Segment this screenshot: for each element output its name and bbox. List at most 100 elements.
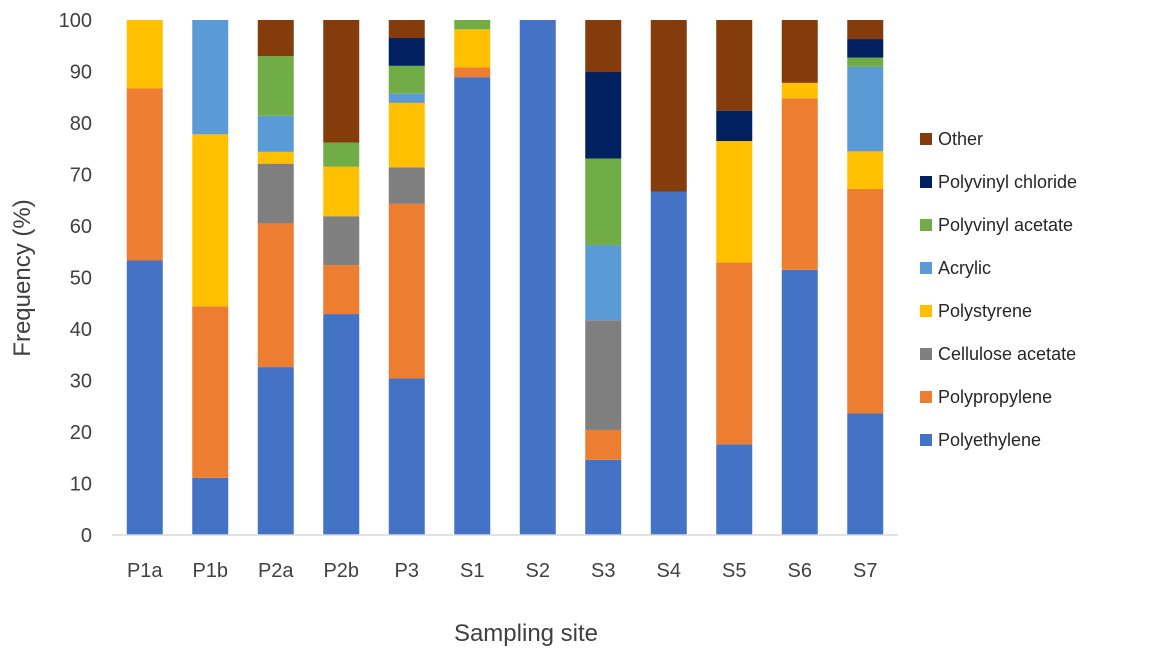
x-tick-label: P2a xyxy=(258,560,294,582)
bar-segment xyxy=(781,98,818,270)
legend-swatch xyxy=(920,305,932,317)
bar-segment xyxy=(192,306,229,478)
bar-segment xyxy=(716,20,753,111)
y-tick-label: 100 xyxy=(59,10,92,32)
x-tick-label: S1 xyxy=(460,560,484,582)
x-tick-label: P1b xyxy=(192,560,228,582)
bar-segment xyxy=(585,20,622,73)
bar-segment xyxy=(454,29,491,68)
bar-segment xyxy=(454,67,491,78)
bar-segment xyxy=(257,367,294,535)
x-tick-label: S2 xyxy=(526,560,550,582)
bar-segment xyxy=(585,72,622,159)
legend-swatch xyxy=(920,348,932,360)
legend-label: Polystyrene xyxy=(938,301,1032,321)
bar-segment xyxy=(716,262,753,445)
bar-segment xyxy=(323,216,360,266)
bar-segment xyxy=(585,158,622,246)
y-tick-label: 80 xyxy=(70,113,92,135)
legend-swatch xyxy=(920,219,932,231)
bar-segment xyxy=(257,115,294,152)
bar-segment xyxy=(847,151,884,189)
bar-segment xyxy=(585,429,622,460)
x-tick-label: S5 xyxy=(722,560,746,582)
bar-segment xyxy=(388,65,425,94)
legend: Other Polyvinyl chloride Polyvinyl acetate… xyxy=(920,129,1077,450)
bar-segment xyxy=(716,141,753,263)
bar-segment xyxy=(126,88,163,261)
y-axis-tick-labels: 0 10 20 30 40 50 60 70 80 90 100 xyxy=(59,10,92,547)
bar-segment xyxy=(454,20,491,30)
legend-swatch xyxy=(920,391,932,403)
bar-segment xyxy=(388,102,425,168)
bar-segment xyxy=(257,223,294,368)
bar-segment xyxy=(847,413,884,535)
bar-segment xyxy=(847,188,884,414)
bar-segment xyxy=(388,38,425,66)
legend-label: Polyvinyl chloride xyxy=(938,172,1077,192)
y-tick-label: 40 xyxy=(70,319,92,341)
bar-segment xyxy=(781,20,818,83)
bar-segment xyxy=(388,20,425,39)
bar-segment xyxy=(126,20,163,89)
legend-label: Polypropylene xyxy=(938,387,1052,407)
y-axis-title: Frequency (%) xyxy=(9,199,36,356)
bar-segment xyxy=(257,20,294,57)
bar-segment xyxy=(454,77,491,535)
legend-swatch xyxy=(920,434,932,446)
bar-segment xyxy=(781,269,818,535)
bar-segment xyxy=(257,56,294,116)
legend-label: Acrylic xyxy=(938,258,991,278)
bar-segment xyxy=(585,245,622,321)
y-tick-label: 20 xyxy=(70,422,92,444)
y-tick-label: 30 xyxy=(70,371,92,393)
bar-segment xyxy=(192,20,229,135)
bar-segment xyxy=(650,20,687,192)
bar-segment xyxy=(847,20,884,40)
bar-segment xyxy=(847,39,884,58)
bar-segment xyxy=(192,477,229,535)
x-tick-label: P2b xyxy=(323,560,359,582)
y-tick-label: 50 xyxy=(70,268,92,290)
y-tick-label: 90 xyxy=(70,62,92,84)
bar-segment xyxy=(388,93,425,103)
bar-segment xyxy=(323,142,360,167)
bar-segment xyxy=(519,20,556,535)
bar-segment xyxy=(323,314,360,535)
bar-segment xyxy=(388,167,425,204)
y-tick-label: 0 xyxy=(81,525,92,547)
legend-label: Other xyxy=(938,129,983,149)
bars xyxy=(126,20,884,535)
bar-segment xyxy=(257,163,294,224)
bar-segment xyxy=(847,57,884,67)
bar-segment xyxy=(192,134,229,307)
bar-segment xyxy=(388,203,425,379)
legend-swatch xyxy=(920,133,932,145)
bar-segment xyxy=(847,66,884,152)
legend-label: Polyethylene xyxy=(938,430,1041,450)
legend-label: Cellulose acetate xyxy=(938,344,1076,364)
x-axis-tick-labels: P1a P1b P2a P2b P3 S1 S2 S3 S4 S5 S6 S7 xyxy=(127,560,878,582)
y-tick-label: 70 xyxy=(70,165,92,187)
bar-segment xyxy=(716,110,753,142)
bar-segment xyxy=(650,191,687,535)
legend-swatch xyxy=(920,262,932,274)
bar-segment xyxy=(257,151,294,164)
bar-segment xyxy=(585,459,622,535)
x-tick-label: S7 xyxy=(853,560,877,582)
legend-swatch xyxy=(920,176,932,188)
x-tick-label: S4 xyxy=(657,560,681,582)
x-tick-label: P1a xyxy=(127,560,163,582)
legend-label: Polyvinyl acetate xyxy=(938,215,1073,235)
y-tick-label: 60 xyxy=(70,216,92,238)
y-tick-label: 10 xyxy=(70,474,92,496)
bar-segment xyxy=(323,265,360,315)
bar-segment xyxy=(126,260,163,535)
bar-segment xyxy=(323,166,360,217)
x-tick-label: P3 xyxy=(395,560,419,582)
bar-segment xyxy=(585,320,622,430)
x-tick-label: S6 xyxy=(788,560,812,582)
bar-segment xyxy=(716,444,753,535)
x-axis-title: Sampling site xyxy=(454,620,598,647)
